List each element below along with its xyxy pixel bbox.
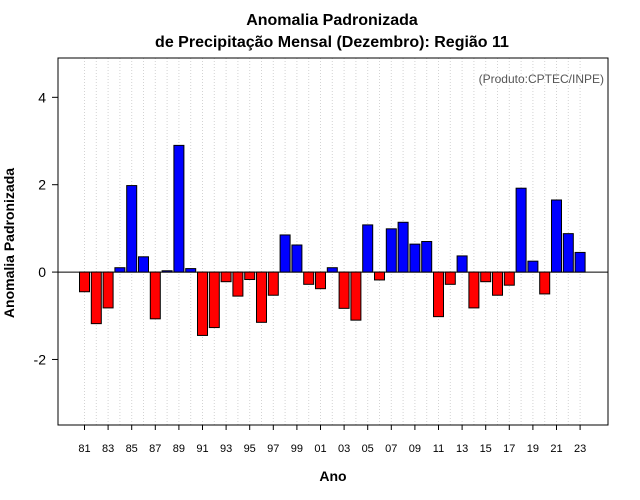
x-tick-label: 17 xyxy=(503,443,515,455)
bar-2013 xyxy=(456,255,468,273)
x-tick-label: 89 xyxy=(173,443,185,455)
x-tick-label: 93 xyxy=(220,443,232,455)
y-axis: -2 0 2 4 xyxy=(34,89,58,367)
x-tick-label: 09 xyxy=(409,443,421,455)
bar-2002 xyxy=(326,267,338,273)
bar-1988 xyxy=(161,270,173,273)
bar-2016 xyxy=(492,271,503,296)
bar-1982 xyxy=(90,271,102,325)
y-tick-label: 2 xyxy=(38,177,46,193)
bar-1993 xyxy=(220,271,232,283)
chart-title-line1: Anomalia Padronizada xyxy=(246,12,418,29)
bar-1994 xyxy=(232,271,244,297)
bar-2005 xyxy=(362,224,374,273)
bar-1995 xyxy=(244,271,256,281)
x-tick-label: 99 xyxy=(291,443,303,455)
bar-1990 xyxy=(185,268,197,273)
x-tick-label: 15 xyxy=(480,443,492,455)
bar-1989 xyxy=(173,144,185,273)
x-tick-label: 19 xyxy=(527,443,539,455)
bar-1987 xyxy=(149,271,161,320)
bar-2022 xyxy=(562,233,574,273)
vertical-gridlines xyxy=(84,58,581,425)
bar-1991 xyxy=(197,271,208,336)
bar-1985 xyxy=(126,185,138,273)
bar-1992 xyxy=(208,271,220,329)
bar-2021 xyxy=(551,199,562,273)
bar-2012 xyxy=(444,271,456,285)
x-tick-label: 87 xyxy=(149,443,161,455)
bar-1983 xyxy=(102,271,114,309)
y-tick-label: 0 xyxy=(38,264,46,280)
bar-2006 xyxy=(374,271,385,281)
bar-2015 xyxy=(480,271,492,283)
x-tick-label: 21 xyxy=(550,443,562,455)
bar-1997 xyxy=(267,271,279,296)
bars xyxy=(79,144,586,336)
x-tick-label: 81 xyxy=(78,443,90,455)
x-tick-label: 97 xyxy=(267,443,279,455)
x-tick-label: 85 xyxy=(126,443,138,455)
x-tick-label: 91 xyxy=(196,443,208,455)
bar-2009 xyxy=(409,243,421,273)
bar-1996 xyxy=(256,271,267,323)
bar-1986 xyxy=(138,256,149,273)
x-tick-label: 83 xyxy=(102,443,114,455)
bar-2004 xyxy=(350,271,362,321)
bar-2023 xyxy=(574,251,586,273)
bar-2007 xyxy=(385,228,397,273)
x-tick-label: 95 xyxy=(244,443,256,455)
x-tick-label: 11 xyxy=(433,443,444,455)
bar-2020 xyxy=(539,271,551,295)
bar-2017 xyxy=(503,271,515,286)
plot-frame xyxy=(57,57,609,426)
bar-2010 xyxy=(421,241,433,273)
x-tick-label: 03 xyxy=(338,443,350,455)
x-tick-label: 07 xyxy=(385,443,397,455)
bar-2011 xyxy=(433,271,444,318)
bar-1999 xyxy=(291,244,303,273)
bar-1998 xyxy=(279,234,291,273)
bar-2018 xyxy=(515,187,527,273)
x-tick-label: 13 xyxy=(456,443,468,455)
y-axis-title: Anomalia Padronizada xyxy=(1,168,17,318)
bar-2001 xyxy=(315,271,326,290)
x-axis: 81 83 85 87 89 91 93 95 97 99 01 03 05 07 09 11 13 15 17 19… xyxy=(78,425,586,455)
bar-2008 xyxy=(397,221,409,273)
chart-title-line2: de Precipitação Mensal (Dezembro): Regiã… xyxy=(155,34,509,51)
credit-text: (Produto:CPTEC/INPE) xyxy=(479,72,604,86)
bar-2014 xyxy=(468,271,480,309)
bar-2003 xyxy=(338,271,350,309)
x-axis-title: Ano xyxy=(319,468,346,484)
bar-1984 xyxy=(114,267,126,273)
x-tick-label: 23 xyxy=(574,443,586,455)
x-tick-label: 01 xyxy=(314,443,326,455)
y-tick-label: 4 xyxy=(38,89,46,105)
x-tick-label: 05 xyxy=(362,443,374,455)
bar-2019 xyxy=(527,260,539,273)
bar-1981 xyxy=(79,271,90,293)
bar-2000 xyxy=(303,271,315,285)
y-tick-label: -2 xyxy=(34,351,47,367)
